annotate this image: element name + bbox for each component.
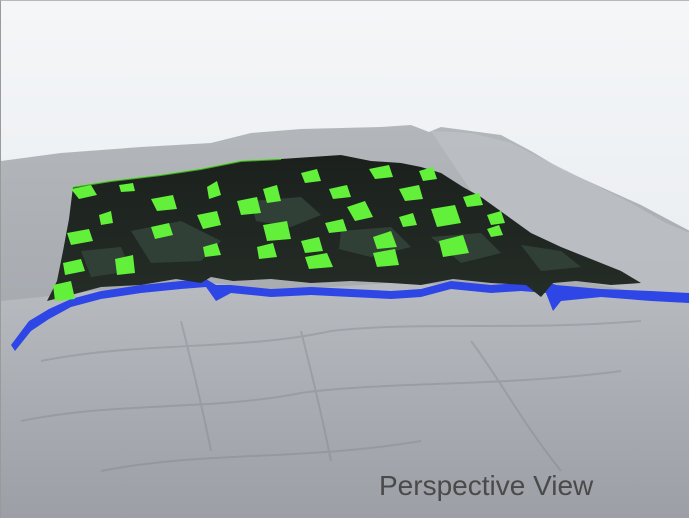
canopy-edge-highlight: [72, 158, 282, 188]
view-caption: Perspective View: [379, 470, 594, 501]
terrain-shading: [20, 320, 642, 472]
foreground-terrain: [1, 283, 689, 518]
water-channel: [11, 279, 689, 351]
right-hillside: [431, 131, 689, 301]
canopy-gaps: [53, 165, 505, 301]
